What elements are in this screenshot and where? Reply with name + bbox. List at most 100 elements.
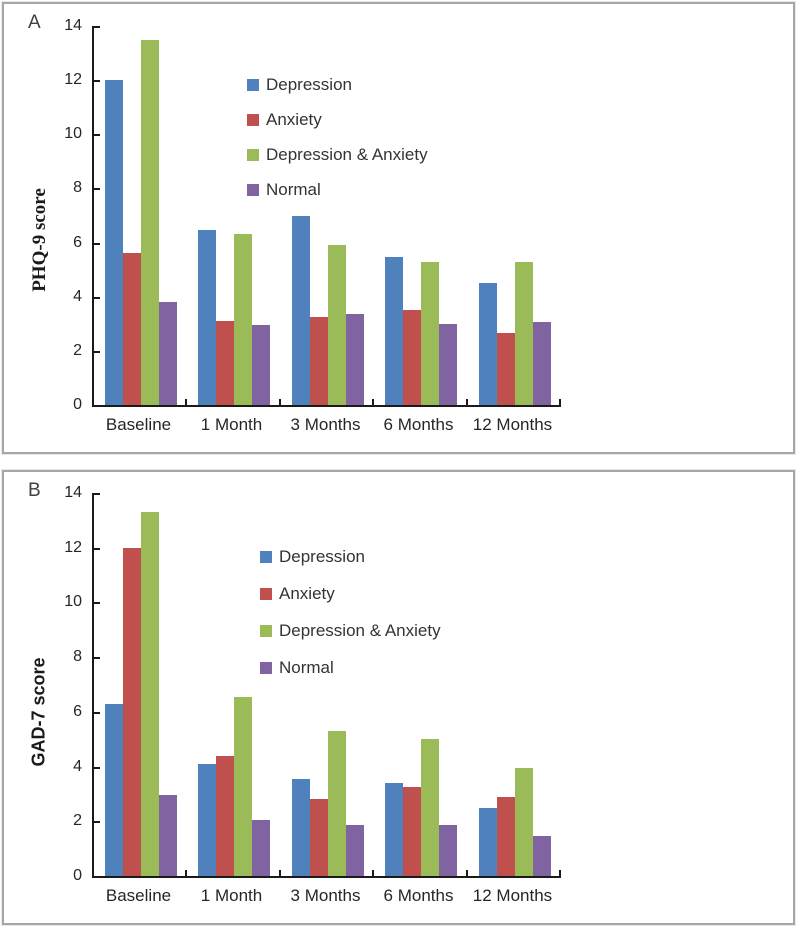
legend-label: Depression & Anxiety [279, 621, 441, 640]
legend-marker-depression [260, 551, 272, 563]
panel-b-label: B [28, 480, 41, 501]
y-tick-label: 2 [73, 342, 82, 359]
bar-depression-anxiety-6-months [421, 261, 439, 405]
legend-label: Anxiety [279, 584, 335, 603]
x-axis-line [92, 876, 561, 878]
bar-depression-3-months [292, 778, 310, 876]
bar-anxiety-1-month [216, 321, 234, 405]
bar-depression-6-months [385, 782, 403, 876]
bar-depression-12-months [479, 807, 497, 876]
legend-item: Depression & Anxiety [260, 620, 441, 642]
x-tick [279, 870, 281, 876]
y-tick-label: 4 [73, 758, 82, 775]
bar-normal-6-months [439, 825, 457, 876]
bar-depression-anxiety-baseline [141, 512, 159, 876]
legend-marker-normal [247, 184, 259, 196]
y-tick [94, 821, 100, 823]
y-tick-label: 8 [73, 179, 82, 196]
legend-label: Depression [279, 547, 365, 566]
legend-item: Depression [247, 74, 352, 96]
y-tick-label: 0 [73, 867, 82, 884]
x-category-label: 6 Months [383, 886, 454, 905]
legend-item: Anxiety [260, 583, 335, 605]
legend-marker-depression [247, 79, 259, 91]
chart-panel-b: B GAD-7 score 0 2 4 6 8 10 12 14 Baseline 1 Month… [2, 470, 795, 925]
y-tick-label: 10 [64, 593, 82, 610]
y-tick-label: 12 [64, 539, 82, 556]
legend-marker-depression-anxiety [247, 149, 259, 161]
legend-item: Anxiety [247, 109, 322, 131]
legend-label: Normal [266, 180, 321, 199]
y-tick-label: 14 [64, 17, 82, 34]
x-tick [466, 399, 468, 405]
bar-normal-6-months [439, 323, 457, 405]
y-tick-label: 0 [73, 396, 82, 413]
y-tick-label: 10 [64, 125, 82, 142]
y-tick-label: 6 [73, 234, 82, 251]
x-category-label: 1 Month [200, 415, 263, 434]
x-tick [559, 399, 561, 405]
bar-anxiety-baseline [123, 253, 141, 405]
y-tick [94, 243, 100, 245]
x-category-label: 12 Months [472, 886, 553, 905]
bar-depression-anxiety-1-month [234, 696, 252, 876]
x-axis-line [92, 405, 561, 407]
y-tick [94, 80, 100, 82]
x-category-label: 12 Months [472, 415, 553, 434]
bar-normal-1-month [252, 819, 270, 876]
x-category-label: Baseline [105, 415, 172, 434]
y-axis-line [92, 493, 94, 878]
y-tick [94, 602, 100, 604]
y-tick [94, 26, 100, 28]
x-tick [559, 870, 561, 876]
bar-depression-baseline [105, 80, 123, 405]
bar-normal-baseline [159, 795, 177, 876]
y-axis-line [92, 26, 94, 407]
x-tick [185, 870, 187, 876]
y-tick [94, 351, 100, 353]
gad7-plot-area: 0 2 4 6 8 10 12 14 Baseline 1 Month 3 Months 6 Mont… [4, 472, 793, 923]
y-tick-label: 14 [64, 484, 82, 501]
y-tick [94, 134, 100, 136]
bar-normal-baseline [159, 302, 177, 405]
bar-depression-1-month [198, 230, 216, 405]
bar-depression-6-months [385, 257, 403, 405]
y-tick [94, 548, 100, 550]
legend-label: Depression & Anxiety [266, 145, 428, 164]
y-tick [94, 493, 100, 495]
legend-item: Normal [247, 179, 321, 201]
x-category-label: 6 Months [383, 415, 454, 434]
bar-anxiety-baseline [123, 547, 141, 876]
bar-anxiety-3-months [310, 317, 328, 405]
bar-anxiety-12-months [497, 796, 515, 876]
y-tick [94, 767, 100, 769]
legend-label: Depression [266, 75, 352, 94]
legend-marker-depression-anxiety [260, 625, 272, 637]
x-tick [466, 870, 468, 876]
y-tick [94, 657, 100, 659]
legend-marker-anxiety [260, 588, 272, 600]
bar-anxiety-6-months [403, 787, 421, 876]
bar-depression-3-months [292, 215, 310, 405]
legend-marker-normal [260, 662, 272, 674]
chart-panel-a: A PHQ-9 score 0 2 4 6 8 10 12 14 Baseline 1 Month… [2, 2, 795, 454]
bar-normal-3-months [346, 825, 364, 876]
y-tick-label: 8 [73, 648, 82, 665]
y-tick [94, 712, 100, 714]
bar-depression-12-months [479, 283, 497, 405]
x-category-label: 3 Months [290, 415, 361, 434]
legend-item: Normal [260, 657, 334, 679]
x-tick [279, 399, 281, 405]
bar-normal-12-months [533, 322, 551, 405]
y-tick [94, 297, 100, 299]
x-category-label: 3 Months [290, 886, 361, 905]
bar-depression-anxiety-1-month [234, 234, 252, 405]
bar-normal-1-month [252, 325, 270, 405]
legend-item: Depression [260, 546, 365, 568]
bar-depression-anxiety-3-months [328, 731, 346, 876]
x-tick [185, 399, 187, 405]
bar-depression-baseline [105, 703, 123, 876]
y-tick [94, 188, 100, 190]
legend-item: Depression & Anxiety [247, 144, 428, 166]
